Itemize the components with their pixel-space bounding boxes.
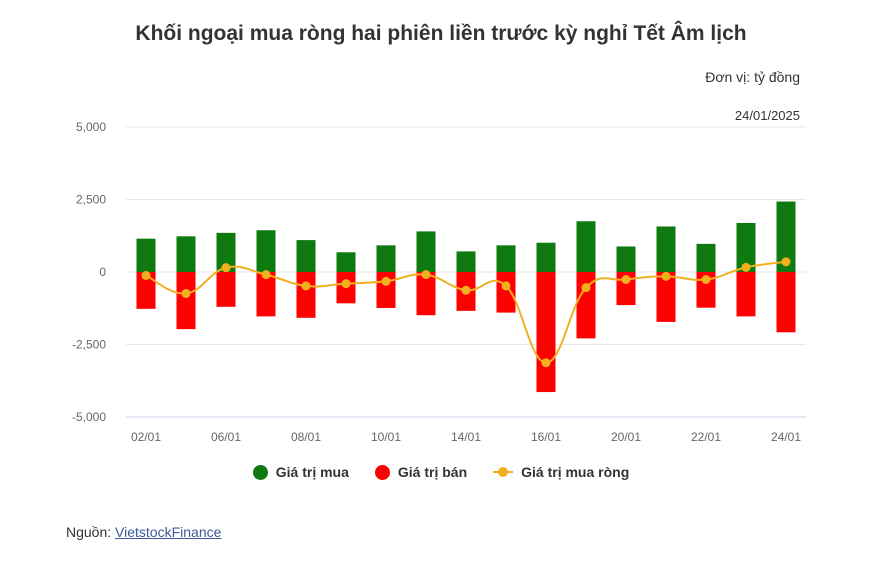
x-tick-label: 02/01 [131,430,161,444]
x-tick-label: 06/01 [211,430,241,444]
buy-bar [736,222,756,272]
net-value-point [461,285,471,295]
x-tick-label: 22/01 [691,430,721,444]
legend-sell-label: Giá trị bán [397,464,468,480]
y-tick-label: -2,500 [72,338,106,352]
y-tick-label: 5,000 [76,120,106,134]
net-value-point [381,276,391,286]
net-value-point [421,270,431,280]
sell-bar [136,272,156,309]
sell-bar [216,272,236,307]
sell-bar [496,272,516,313]
y-tick-label: 2,500 [76,193,106,207]
legend-sell-marker [374,464,390,480]
net-value-point [181,288,191,298]
sell-bar [776,272,796,333]
net-value-point [661,271,671,281]
net-value-point [701,275,711,285]
legend-net-marker [493,465,514,480]
sell-bar [416,272,436,316]
sell-bar [256,272,276,317]
net-value-point [301,281,311,291]
buy-bar [616,246,636,272]
buy-bar [776,201,796,272]
net-value-point [501,281,511,291]
sell-bar [736,272,756,317]
legend: Giá trị mua Giá trị bán Giá trị mua ròng [0,464,882,480]
sell-bar [536,272,556,393]
unit-label: Đơn vị: tỷ đồng [705,69,800,85]
y-tick-label: -5,000 [72,410,106,424]
x-tick-label: 14/01 [451,430,481,444]
x-tick-label: 10/01 [371,430,401,444]
net-value-point [221,263,231,273]
sell-bar [296,272,316,318]
buy-bar [496,245,516,272]
buy-bar [536,242,556,272]
buy-bar [656,226,676,272]
sell-bar [176,272,196,330]
x-tick-label: 24/01 [771,430,801,444]
buy-bar [336,252,356,272]
buy-bar [216,232,236,272]
net-value-point [141,270,151,280]
buy-bar [296,240,316,272]
net-value-point [341,279,351,289]
buy-bar [136,238,156,272]
buy-bar [576,221,596,272]
legend-buy-label: Giá trị mua [275,464,349,480]
net-value-point [541,358,551,368]
sell-bar [696,272,716,308]
bar-line-chart: 5,000 2,500 0 -2,500 -5,000 02/01 06/01 08/01 10… [72,120,806,444]
net-value-point [741,262,751,272]
buy-bar [696,243,716,272]
net-value-point [621,275,631,285]
net-value-point [781,257,791,267]
y-tick-label: 0 [99,265,106,279]
chart-title: Khối ngoại mua ròng hai phiên liền trước… [135,22,747,45]
legend-item-sell[interactable]: Giá trị bán [374,464,468,480]
source-credit: Nguồn: VietstockFinance [66,524,221,540]
legend-buy-marker [252,464,268,480]
sell-bar [576,272,596,339]
net-value-point [581,283,591,293]
x-tick-label: 08/01 [291,430,321,444]
legend-item-buy[interactable]: Giá trị mua [252,464,349,480]
source-link[interactable]: VietstockFinance [115,524,222,540]
legend-net-label: Giá trị mua ròng [521,464,630,480]
source-prefix: Nguồn: [66,524,116,540]
buy-bar [376,245,396,272]
net-value-line [145,260,787,364]
buy-bar [416,231,436,272]
buy-bar [256,230,276,272]
date-label: 24/01/2025 [734,108,800,123]
sell-bar [656,272,676,322]
net-value-point [261,270,271,280]
x-tick-label: 16/01 [531,430,561,444]
buy-bar [176,236,196,272]
x-tick-label: 20/01 [611,430,641,444]
buy-bar [456,251,476,272]
legend-item-net[interactable]: Giá trị mua ròng [493,464,629,480]
